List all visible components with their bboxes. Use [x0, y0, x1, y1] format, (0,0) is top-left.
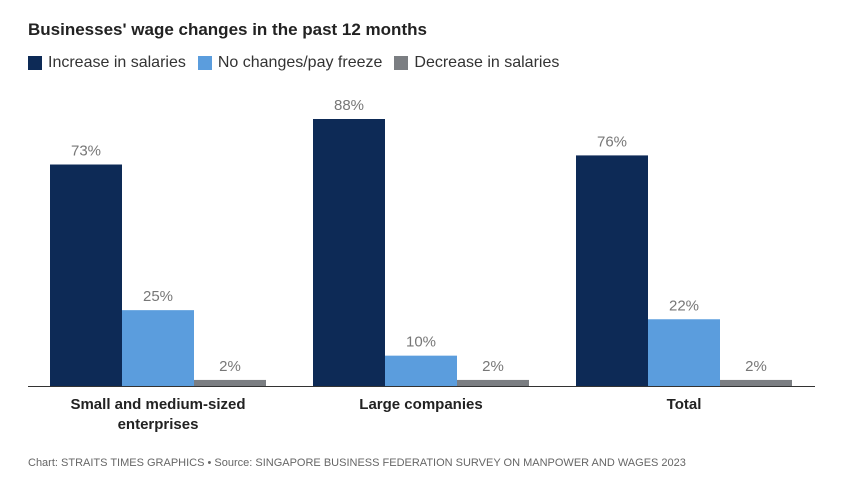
legend-swatch-increase — [28, 56, 42, 70]
category-label-0-line-1: enterprises — [118, 416, 199, 433]
bar-increase-2 — [576, 155, 648, 386]
legend-swatch-no-change — [197, 56, 212, 70]
data-label-decrease-1: 2% — [482, 358, 504, 375]
data-label-decrease-0: 2% — [219, 358, 241, 375]
data-label-no-change-2: 22% — [669, 297, 699, 314]
data-label-increase-2: 76% — [597, 133, 627, 150]
legend-label-increase: Increase in salaries — [48, 54, 186, 71]
legend-swatch-decrease — [394, 56, 409, 70]
source-note: Chart: STRAITS TIMES GRAPHICS • Source: … — [28, 457, 686, 469]
data-label-decrease-2: 2% — [745, 358, 767, 375]
category-label-2-line-0: Total — [667, 396, 702, 413]
legend-label-decrease: Decrease in salaries — [414, 54, 560, 71]
bar-decrease-0 — [194, 379, 266, 386]
chart-title: Businesses' wage changes in the past 12 … — [28, 20, 427, 39]
legend-item-no-change: No changes/pay freeze — [197, 54, 383, 72]
bar-no-change-0 — [122, 310, 194, 386]
data-label-increase-0: 73% — [71, 143, 101, 160]
bar-no-change-1 — [385, 355, 457, 386]
legend: Increase in salaries No changes/pay free… — [28, 54, 571, 72]
data-label-no-change-0: 25% — [143, 288, 173, 305]
bar-decrease-2 — [720, 379, 792, 386]
bar-increase-1 — [313, 119, 385, 386]
data-label-no-change-1: 10% — [406, 334, 436, 351]
data-label-increase-1: 88% — [334, 97, 364, 114]
legend-label-no-change: No changes/pay freeze — [217, 54, 383, 71]
legend-item-increase: Increase in salaries — [28, 54, 186, 72]
bar-increase-0 — [50, 164, 122, 386]
legend-item-decrease: Decrease in salaries — [394, 54, 559, 72]
bar-decrease-1 — [457, 379, 529, 386]
category-label-1-line-0: Large companies — [359, 396, 482, 413]
bar-no-change-2 — [648, 319, 720, 386]
category-label-0-line-0: Small and medium-sized — [70, 396, 245, 413]
